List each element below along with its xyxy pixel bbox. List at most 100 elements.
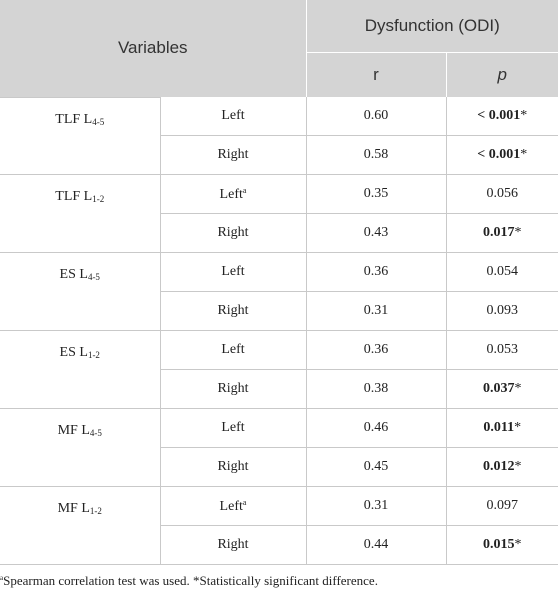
significance-marker: * — [514, 225, 522, 240]
table-row: Right 0.43 0.017* — [0, 213, 558, 253]
p-value: 0.093 — [486, 303, 519, 318]
p-value: 0.053 — [486, 342, 519, 357]
p-value-cell: 0.093 — [446, 291, 558, 331]
variable-base: ES L — [59, 345, 88, 360]
side-label: Right — [217, 225, 249, 240]
significance-marker: * — [514, 381, 522, 396]
side-label: Left — [221, 108, 245, 123]
side-label: Right — [217, 147, 249, 162]
significance-marker: * — [514, 537, 522, 552]
variable-base: MF L — [57, 501, 90, 516]
table-body: TLF L4-5 Left 0.60 < 0.001* Right 0.58 < 0.001… — [0, 96, 558, 565]
p-value-cell: 0.012* — [446, 447, 558, 487]
r-value-cell: 0.36 — [306, 330, 447, 370]
side-cell: Right — [160, 525, 307, 565]
variable-level: 1-2 — [87, 350, 100, 360]
p-value: < 0.001 — [477, 108, 521, 123]
p-value-cell: < 0.001* — [446, 135, 558, 175]
side-footnote-marker: a — [242, 497, 247, 507]
p-value-cell: 0.053 — [446, 330, 558, 370]
side-label: Right — [217, 537, 249, 552]
side-cell: Right — [160, 135, 307, 175]
p-value: < 0.001 — [477, 147, 521, 162]
side-cell: Right — [160, 213, 307, 253]
side-cell: Right — [160, 369, 307, 409]
r-value-cell: 0.31 — [306, 486, 447, 526]
side-label: Left — [221, 420, 245, 435]
variable-base: TLF L — [55, 111, 93, 127]
p-value: 0.097 — [486, 498, 519, 513]
dysfunction-header: Dysfunction (ODI) — [306, 0, 558, 53]
r-value-cell: 0.35 — [306, 174, 447, 214]
r-value-cell: 0.46 — [306, 408, 447, 448]
table-row: Right 0.58 < 0.001* — [0, 135, 558, 175]
p-value-cell: 0.054 — [446, 252, 558, 292]
variable-level: 1-2 — [92, 194, 105, 204]
variable-base: MF L — [57, 423, 90, 438]
correlation-table: Variables Dysfunction (ODI) r p TLF L4-5… — [0, 0, 558, 565]
side-label: Left — [219, 186, 243, 202]
side-cell: Right — [160, 291, 307, 331]
p-value: 0.012 — [483, 459, 515, 474]
footnote-marker: a — [0, 574, 4, 582]
table-header: Variables Dysfunction (ODI) r p — [0, 0, 558, 97]
r-value-cell: 0.38 — [306, 369, 447, 409]
r-value-cell: 0.36 — [306, 252, 447, 292]
r-value-cell: 0.43 — [306, 213, 447, 253]
side-cell: Left — [160, 252, 307, 292]
table-footnote: aSpearman correlation test was used. *St… — [0, 565, 558, 589]
p-value: 0.056 — [486, 186, 519, 201]
p-value-cell: 0.037* — [446, 369, 558, 409]
variable-group-label: MF L4-5 — [0, 408, 161, 487]
side-footnote-marker: a — [242, 185, 247, 195]
variable-level: 4-5 — [87, 272, 100, 282]
variable-group-label: TLF L1-2 — [0, 174, 161, 253]
table-row: MF L4-5 Left 0.46 0.011* — [0, 408, 558, 487]
table-row: Right 0.38 0.037* — [0, 369, 558, 409]
variable-group-label: MF L1-2 — [0, 486, 161, 565]
variable-base: ES L — [59, 267, 88, 282]
variable-group-label: ES L1-2 — [0, 330, 161, 409]
side-label: Right — [217, 459, 249, 474]
side-cell: Lefta — [160, 174, 307, 214]
r-value-cell: 0.31 — [306, 291, 447, 331]
side-cell: Left — [160, 97, 307, 136]
side-label: Right — [217, 381, 249, 396]
table-row: Right 0.31 0.093 — [0, 291, 558, 331]
significance-marker: * — [514, 459, 522, 474]
r-value-cell: 0.58 — [306, 135, 447, 175]
variable-group-label: ES L4-5 — [0, 252, 161, 331]
p-header: p — [446, 52, 558, 97]
p-value-cell: 0.097 — [446, 486, 558, 526]
side-cell: Lefta — [160, 486, 307, 526]
p-value-cell: < 0.001* — [446, 97, 558, 136]
variable-base: TLF L — [55, 189, 93, 204]
p-value: 0.017 — [483, 225, 515, 240]
variable-level: 1-2 — [89, 506, 102, 516]
r-value-cell: 0.44 — [306, 525, 447, 565]
table-row: TLF L1-2 Lefta 0.35 0.056 — [0, 174, 558, 253]
variable-level: 4-5 — [92, 116, 105, 127]
p-value-cell: 0.015* — [446, 525, 558, 565]
r-header: r — [305, 52, 447, 97]
side-label: Right — [217, 303, 249, 318]
significance-marker: * — [514, 420, 522, 435]
side-cell: Right — [160, 447, 307, 487]
p-value-cell: 0.011* — [446, 408, 558, 448]
variables-header: Variables — [0, 0, 307, 97]
p-value-cell: 0.056 — [446, 174, 558, 214]
p-value: 0.037 — [483, 381, 515, 396]
side-label: Left — [219, 498, 243, 514]
p-value: 0.015 — [483, 537, 515, 552]
r-value-cell: 0.60 — [306, 97, 447, 136]
p-value: 0.011 — [483, 420, 515, 435]
table-row: TLF L4-5 Left 0.60 < 0.001* — [0, 96, 558, 175]
side-cell: Left — [160, 330, 307, 370]
variable-group-label: TLF L4-5 — [0, 96, 161, 175]
p-value-cell: 0.017* — [446, 213, 558, 253]
table-row: MF L1-2 Lefta 0.31 0.097 — [0, 486, 558, 565]
p-value: 0.054 — [486, 264, 519, 279]
table-row: Right 0.45 0.012* — [0, 447, 558, 487]
side-cell: Left — [160, 408, 307, 448]
